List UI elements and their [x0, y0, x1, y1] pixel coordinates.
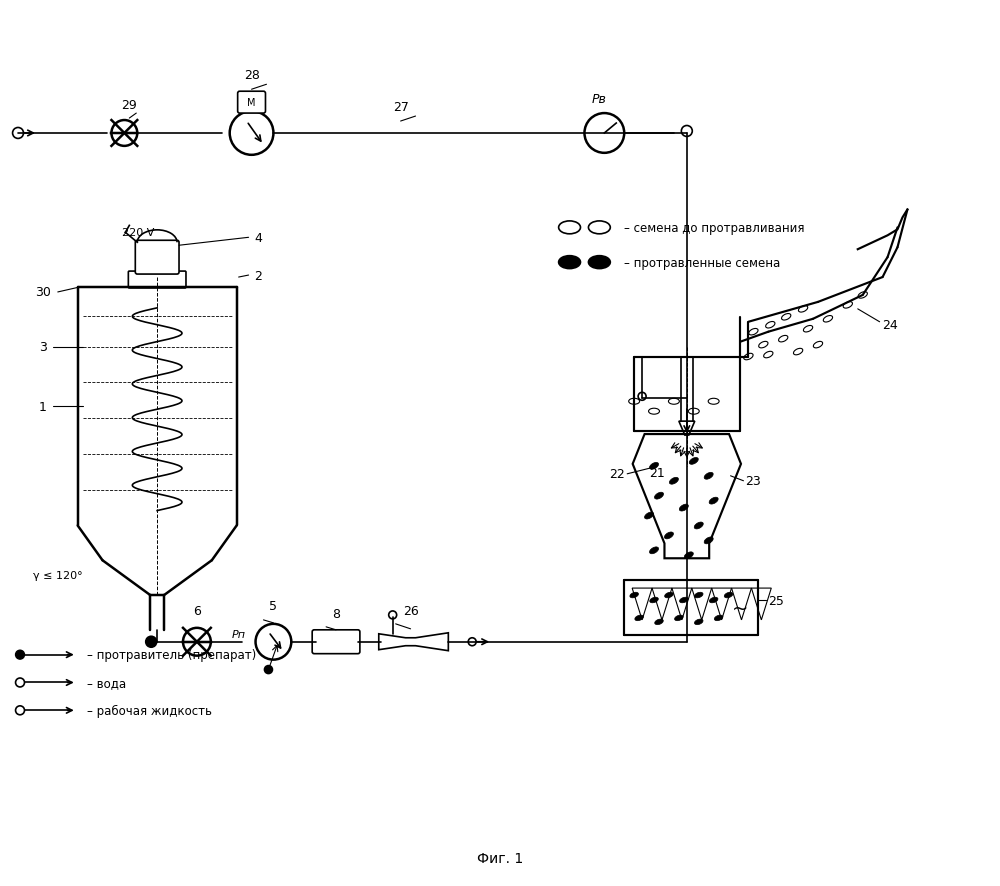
Text: 4: 4: [255, 231, 262, 245]
Ellipse shape: [645, 512, 654, 519]
Ellipse shape: [669, 478, 678, 485]
Text: – семена до протравливания: – семена до протравливания: [624, 222, 805, 235]
Ellipse shape: [650, 548, 659, 554]
Text: 5: 5: [269, 599, 277, 612]
Circle shape: [264, 666, 272, 673]
Circle shape: [146, 636, 157, 648]
Text: Рв: Рв: [592, 93, 607, 106]
FancyBboxPatch shape: [135, 241, 179, 275]
Text: 2: 2: [255, 269, 262, 283]
Text: 29: 29: [121, 99, 137, 112]
Ellipse shape: [650, 462, 659, 470]
Text: ~: ~: [732, 599, 749, 618]
Ellipse shape: [694, 523, 703, 529]
Ellipse shape: [675, 616, 683, 621]
Text: 23: 23: [746, 475, 761, 487]
Ellipse shape: [704, 473, 713, 479]
Text: 24: 24: [883, 319, 898, 332]
Polygon shape: [679, 422, 695, 436]
Text: М: М: [247, 98, 256, 108]
Text: – протравленные семена: – протравленные семена: [624, 256, 780, 269]
Ellipse shape: [635, 616, 643, 621]
Ellipse shape: [714, 616, 723, 621]
Text: 22: 22: [609, 468, 625, 481]
Text: – протравитель (препарат): – протравитель (препарат): [87, 649, 256, 662]
Ellipse shape: [680, 597, 688, 603]
Ellipse shape: [704, 537, 713, 544]
Text: – вода: – вода: [87, 676, 126, 689]
Ellipse shape: [664, 532, 673, 540]
Text: Рп: Рп: [232, 629, 246, 639]
FancyBboxPatch shape: [312, 630, 360, 654]
Text: Фиг. 1: Фиг. 1: [477, 851, 523, 866]
Ellipse shape: [650, 597, 658, 603]
Ellipse shape: [655, 619, 663, 625]
Text: γ ≤ 120°: γ ≤ 120°: [33, 571, 83, 580]
Ellipse shape: [654, 493, 664, 500]
Text: 1: 1: [39, 400, 47, 413]
Text: 27: 27: [393, 101, 409, 114]
Text: 30: 30: [35, 286, 51, 299]
Ellipse shape: [694, 593, 703, 598]
Text: 26: 26: [403, 604, 418, 618]
Text: 25: 25: [768, 594, 784, 607]
Ellipse shape: [679, 505, 688, 511]
Ellipse shape: [724, 593, 733, 598]
Circle shape: [16, 650, 24, 659]
Ellipse shape: [709, 597, 718, 603]
FancyBboxPatch shape: [238, 92, 265, 114]
Text: 3: 3: [39, 341, 47, 354]
Text: 220 V: 220 V: [122, 228, 155, 238]
Text: 8: 8: [332, 607, 340, 620]
Ellipse shape: [694, 619, 703, 625]
Text: – рабочая жидкость: – рабочая жидкость: [87, 704, 212, 717]
Text: 21: 21: [649, 466, 665, 479]
FancyBboxPatch shape: [128, 272, 186, 289]
Ellipse shape: [630, 593, 638, 598]
Ellipse shape: [684, 552, 693, 559]
Ellipse shape: [709, 498, 718, 504]
Text: 6: 6: [193, 604, 201, 618]
Ellipse shape: [588, 256, 610, 269]
Polygon shape: [379, 633, 448, 651]
Ellipse shape: [665, 593, 673, 598]
Ellipse shape: [559, 256, 580, 269]
Ellipse shape: [689, 458, 698, 465]
Text: 28: 28: [244, 69, 260, 82]
